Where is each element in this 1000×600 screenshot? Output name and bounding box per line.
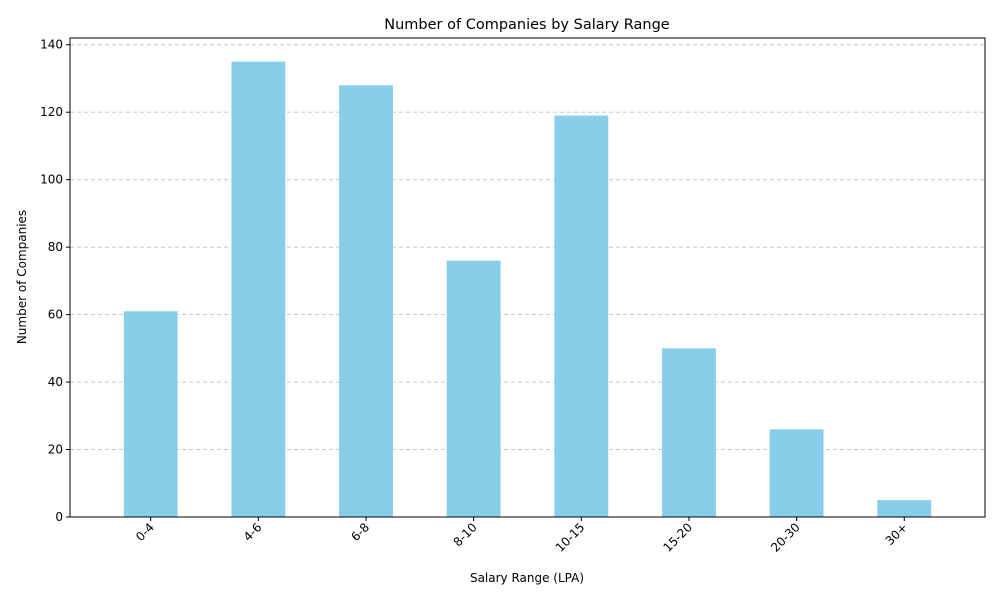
y-axis-label: Number of Companies [15, 210, 29, 344]
plot-frame [69, 37, 986, 518]
y-tick-label: 60 [48, 308, 63, 322]
bar-0-4 [123, 311, 178, 517]
bar-30+ [877, 500, 932, 517]
y-tick-label: 80 [48, 240, 63, 254]
bar-20-30 [769, 429, 824, 517]
y-tick-label: 20 [48, 443, 63, 457]
y-axis-ticks: 0 20 40 60 80 100 120 140 [40, 38, 70, 524]
bar-15-20 [662, 348, 716, 517]
x-tick-label: 0-4 [133, 520, 157, 544]
grid-lines [70, 44, 985, 518]
bar-4-6 [231, 61, 286, 518]
axes [69, 37, 986, 518]
bars [123, 61, 932, 518]
bar-8-10 [446, 260, 501, 517]
chart-title: Number of Companies by Salary Range [384, 17, 670, 33]
x-tick-label: 10-15 [553, 520, 588, 555]
x-axis-ticks: 0-4 4-6 6-8 8-10 10-15 15-20 20-30 30+ [133, 517, 910, 555]
x-tick-label: 15-20 [661, 520, 696, 555]
bar-6-8 [339, 85, 393, 518]
y-tick-label: 120 [40, 105, 63, 119]
y-tick-label: 140 [40, 38, 63, 52]
x-tick-label: 4-6 [241, 520, 265, 544]
x-tick-label: 8-10 [451, 520, 480, 549]
y-tick-label: 0 [55, 510, 63, 524]
x-axis-label: Salary Range (LPA) [470, 571, 584, 585]
y-tick-label: 40 [48, 375, 63, 389]
x-tick-label: 6-8 [348, 520, 372, 544]
y-tick-label: 100 [40, 173, 63, 187]
bar-10-15 [554, 115, 609, 518]
x-tick-label: 30+ [883, 520, 911, 548]
x-tick-label: 20-30 [768, 520, 803, 555]
